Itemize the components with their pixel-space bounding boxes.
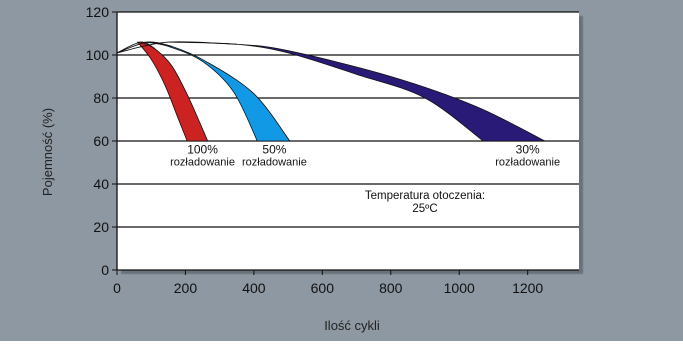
y-tick-label-120: 120 bbox=[86, 4, 110, 20]
x-tick-label-800: 800 bbox=[379, 280, 403, 296]
x-tick-label-1200: 1200 bbox=[512, 280, 543, 296]
series-layer bbox=[116, 41, 545, 142]
y-tick-label-0: 0 bbox=[101, 262, 109, 278]
temperature-annotation-line-0: Temperatura otoczenia: bbox=[365, 190, 485, 202]
x-tick-label-1000: 1000 bbox=[444, 280, 475, 296]
series-band-0 bbox=[136, 41, 209, 142]
series-rise-curve-0 bbox=[116, 41, 155, 54]
series-band-2 bbox=[168, 41, 545, 142]
y-tick-label-60: 60 bbox=[93, 133, 109, 149]
y-tick-label-100: 100 bbox=[86, 47, 110, 63]
data-labels: 100%rozładowanie50%rozładowanie30%rozład… bbox=[170, 143, 560, 215]
series-rise-curve-1 bbox=[116, 41, 172, 54]
temperature-annotation-line-1: 25ºC bbox=[412, 203, 437, 215]
x-axis-label: Ilość cykli bbox=[324, 318, 380, 333]
y-tick-label-40: 40 bbox=[93, 176, 109, 192]
y-axis-label: Pojemność (%) bbox=[40, 108, 55, 196]
x-tick-label-0: 0 bbox=[113, 280, 121, 296]
series-label-1-line-0: 50% bbox=[262, 143, 286, 157]
series-band-1 bbox=[144, 41, 291, 142]
series-label-2-line-1: rozładowanie bbox=[495, 157, 560, 169]
series-label-0-line-1: rozładowanie bbox=[170, 157, 235, 169]
x-tick-label-400: 400 bbox=[242, 280, 266, 296]
series-label-1-line-1: rozładowanie bbox=[242, 157, 307, 169]
y-tick-label-20: 20 bbox=[93, 219, 109, 235]
series-label-2-line-0: 30% bbox=[516, 143, 540, 157]
series-label-0-line-0: 100% bbox=[187, 143, 218, 157]
x-tick-label-200: 200 bbox=[174, 280, 198, 296]
series-rise-curve-2 bbox=[116, 41, 237, 54]
y-tick-label-80: 80 bbox=[93, 90, 109, 106]
x-tick-label-600: 600 bbox=[311, 280, 335, 296]
